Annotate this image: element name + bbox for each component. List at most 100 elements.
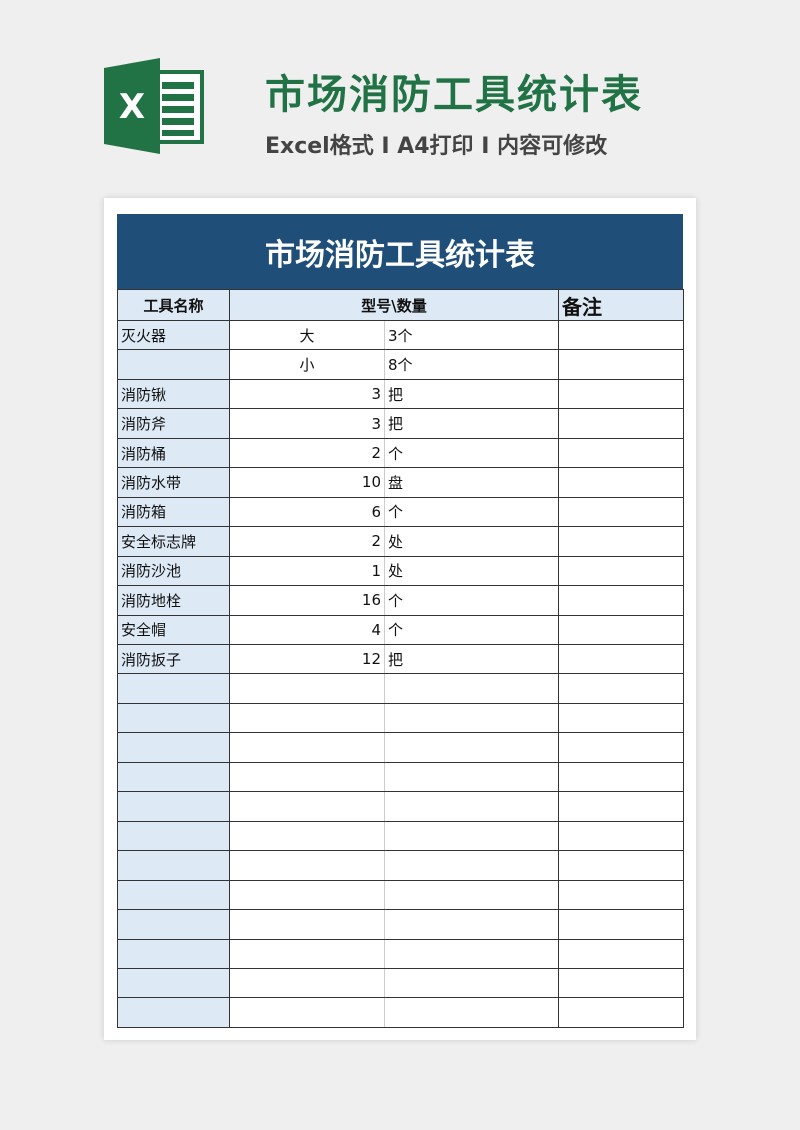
unit-cell[interactable]: 个 [384, 437, 560, 469]
note-cell[interactable] [558, 526, 685, 557]
note-cell[interactable] [558, 555, 685, 587]
qty-cell[interactable]: 2 [229, 437, 385, 469]
name-cell[interactable]: 消防地栓 [117, 585, 230, 616]
note-cell[interactable] [558, 820, 685, 852]
empty-row [117, 879, 685, 911]
table-row: 安全帽 4 个 [117, 614, 685, 645]
note-cell[interactable] [558, 585, 685, 616]
name-cell[interactable]: 消防沙池 [117, 555, 230, 587]
qty-cell[interactable]: 4 [229, 614, 385, 645]
name-cell[interactable]: 消防扳子 [117, 643, 230, 675]
name-cell[interactable] [117, 997, 230, 1028]
unit-cell[interactable]: 个 [384, 585, 560, 616]
name-cell[interactable]: 消防锹 [117, 378, 230, 410]
qty-cell[interactable]: 1 [229, 555, 385, 587]
unit-cell[interactable] [384, 997, 560, 1028]
note-cell[interactable] [558, 378, 685, 410]
page-title: 市场消防工具统计表 [265, 72, 643, 118]
name-cell[interactable]: 安全帽 [117, 614, 230, 645]
unit-cell[interactable] [384, 820, 560, 852]
note-cell[interactable] [558, 909, 685, 940]
qty-cell[interactable]: 8个 [384, 349, 560, 380]
qty-cell[interactable] [229, 820, 385, 852]
unit-cell[interactable] [384, 879, 560, 911]
qty-cell[interactable] [229, 850, 385, 881]
qty-cell[interactable] [229, 909, 385, 940]
name-cell[interactable]: 消防箱 [117, 496, 230, 528]
model-cell[interactable]: 大 [229, 319, 385, 351]
name-cell[interactable] [117, 820, 230, 852]
qty-cell[interactable] [229, 997, 385, 1028]
name-cell[interactable] [117, 702, 230, 734]
note-cell[interactable] [558, 997, 685, 1028]
qty-cell[interactable] [229, 967, 385, 999]
note-cell[interactable] [558, 614, 685, 645]
qty-cell[interactable] [229, 702, 385, 734]
unit-cell[interactable]: 个 [384, 496, 560, 528]
name-cell[interactable]: 灭火器 [117, 319, 230, 351]
name-cell[interactable]: 消防水带 [117, 467, 230, 498]
name-cell[interactable]: 消防桶 [117, 437, 230, 469]
unit-cell[interactable] [384, 850, 560, 881]
unit-cell[interactable]: 盘 [384, 467, 560, 498]
unit-cell[interactable]: 处 [384, 555, 560, 587]
qty-cell[interactable]: 3 [229, 408, 385, 439]
note-cell[interactable] [558, 408, 685, 439]
note-cell[interactable] [558, 791, 685, 822]
note-cell[interactable] [558, 702, 685, 734]
note-cell[interactable] [558, 673, 685, 704]
name-cell[interactable] [117, 938, 230, 969]
name-cell[interactable] [117, 349, 230, 380]
note-cell[interactable] [558, 496, 685, 528]
name-cell[interactable]: 消防斧 [117, 408, 230, 439]
name-cell[interactable] [117, 909, 230, 940]
note-cell[interactable] [558, 850, 685, 881]
name-cell[interactable] [117, 879, 230, 911]
name-cell[interactable] [117, 850, 230, 881]
unit-cell[interactable] [384, 967, 560, 999]
name-cell[interactable] [117, 791, 230, 822]
note-cell[interactable] [558, 643, 685, 675]
name-cell[interactable]: 安全标志牌 [117, 526, 230, 557]
note-cell[interactable] [558, 967, 685, 999]
qty-cell[interactable]: 16 [229, 585, 385, 616]
unit-cell[interactable] [384, 909, 560, 940]
note-cell[interactable] [558, 938, 685, 969]
note-cell[interactable] [558, 467, 685, 498]
unit-cell[interactable]: 处 [384, 526, 560, 557]
unit-cell[interactable]: 把 [384, 643, 560, 675]
unit-cell[interactable]: 个 [384, 614, 560, 645]
qty-cell[interactable] [229, 761, 385, 793]
unit-cell[interactable] [384, 732, 560, 763]
qty-cell[interactable] [229, 791, 385, 822]
unit-cell[interactable] [384, 702, 560, 734]
qty-cell[interactable]: 3 [229, 378, 385, 410]
name-cell[interactable] [117, 673, 230, 704]
qty-cell[interactable] [229, 938, 385, 969]
unit-cell[interactable]: 把 [384, 378, 560, 410]
qty-cell[interactable]: 12 [229, 643, 385, 675]
note-cell[interactable] [558, 732, 685, 763]
note-cell[interactable] [558, 319, 685, 351]
note-cell[interactable] [558, 437, 685, 469]
empty-row [117, 673, 685, 704]
qty-cell[interactable]: 3个 [384, 319, 560, 351]
unit-cell[interactable] [384, 791, 560, 822]
qty-cell[interactable] [229, 732, 385, 763]
qty-cell[interactable]: 10 [229, 467, 385, 498]
note-cell[interactable] [558, 349, 685, 380]
note-cell[interactable] [558, 879, 685, 911]
qty-cell[interactable] [229, 673, 385, 704]
name-cell[interactable] [117, 967, 230, 999]
name-cell[interactable] [117, 761, 230, 793]
unit-cell[interactable] [384, 673, 560, 704]
qty-cell[interactable]: 6 [229, 496, 385, 528]
name-cell[interactable] [117, 732, 230, 763]
note-cell[interactable] [558, 761, 685, 793]
model-cell[interactable]: 小 [229, 349, 385, 380]
unit-cell[interactable] [384, 938, 560, 969]
qty-cell[interactable]: 2 [229, 526, 385, 557]
unit-cell[interactable] [384, 761, 560, 793]
unit-cell[interactable]: 把 [384, 408, 560, 439]
qty-cell[interactable] [229, 879, 385, 911]
